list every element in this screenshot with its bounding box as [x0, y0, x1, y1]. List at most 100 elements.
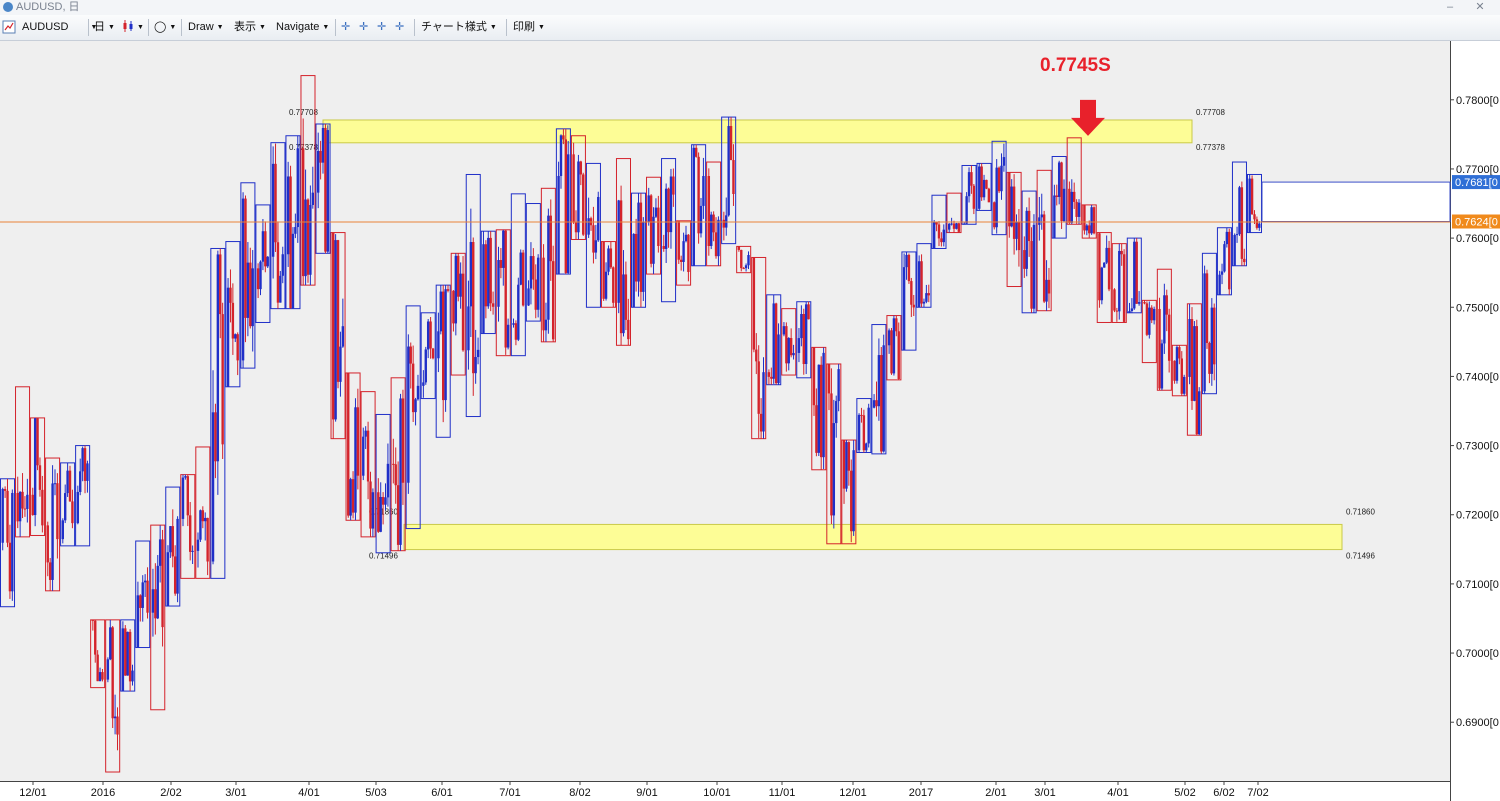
candle-body [429, 321, 432, 349]
minimize-button[interactable]: ‒ [1446, 1, 1454, 13]
candle-body [1182, 376, 1186, 394]
candle-body [439, 291, 442, 332]
zoom-in-icon[interactable]: ✛ [359, 21, 369, 33]
candle-body [652, 216, 655, 264]
candle-body [1015, 221, 1018, 239]
candle-body [1133, 241, 1136, 309]
crosshair-icon[interactable]: ✛ [341, 21, 351, 33]
weekly-range-box [525, 203, 541, 322]
candle-body [877, 355, 881, 407]
candle-body [955, 223, 958, 229]
candle-body [1248, 178, 1251, 233]
candle-body [519, 252, 522, 285]
candle-body [887, 330, 891, 346]
candle-body [81, 448, 84, 472]
close-button[interactable]: ✕ [1475, 1, 1485, 13]
candle-body [1107, 247, 1111, 290]
candle-body [487, 237, 490, 307]
candle-body [664, 188, 668, 249]
weekly-range-box [901, 251, 917, 351]
weekly-range-box [105, 619, 121, 773]
candle-body [379, 496, 382, 532]
navigate-menu[interactable]: Navigate ▼ [276, 21, 330, 33]
candle-body [457, 255, 460, 297]
weekly-range-box [360, 391, 376, 538]
chart-style-label: チャート様式 [421, 21, 487, 33]
candle-body [657, 207, 660, 246]
chart-settings-icon[interactable] [2, 15, 16, 40]
candle-body [845, 442, 848, 489]
weekly-range-box [1036, 169, 1052, 312]
weekly-range-box [1051, 155, 1067, 239]
candle-body [607, 248, 610, 272]
weekly-range-box [375, 413, 391, 554]
candle-body [364, 430, 367, 437]
candle-body [136, 595, 140, 648]
candle-body [1228, 231, 1231, 290]
print-menu[interactable]: 印刷 ▼ [513, 21, 545, 33]
fit-screen-icon[interactable]: ✛ [395, 21, 405, 33]
time-tick-label: 2017 [909, 787, 933, 799]
candle-body [1040, 214, 1043, 218]
candle-body [897, 331, 900, 380]
candle-body [261, 231, 265, 262]
timeframe-dropdown[interactable]: 日 ▼ [94, 21, 115, 33]
candle-body [407, 346, 410, 483]
zoom-out-icon[interactable]: ✛ [377, 21, 387, 33]
candle-body [572, 154, 575, 223]
candle-body [997, 167, 1001, 192]
candle-body [506, 324, 510, 348]
candle-body [371, 492, 375, 529]
candle-body [514, 323, 518, 340]
candle-body [827, 363, 831, 394]
candle-body [499, 260, 503, 268]
candle-body [679, 259, 683, 262]
weekly-range-box [570, 135, 586, 240]
candle-body [559, 135, 563, 176]
symbol-dropdown[interactable]: AUDUSD ▼ [22, 21, 98, 33]
candle-body [454, 255, 458, 324]
candle-body [1190, 319, 1194, 401]
candle-body [1152, 308, 1156, 321]
price-tick-label: 0.7500[0 [1456, 302, 1499, 314]
candle-body [234, 334, 237, 339]
candle-body [619, 200, 623, 334]
candle-body [189, 515, 192, 552]
chart-type-dropdown[interactable]: ▼ [122, 15, 144, 40]
candle-body [1130, 308, 1134, 311]
candle-body [1092, 207, 1096, 234]
weekly-range-box [345, 372, 361, 521]
candle-body [1255, 219, 1259, 228]
zone-top-label: 0.77708 [1196, 108, 1225, 117]
candle-body [158, 539, 162, 566]
ellipse-tool-dropdown[interactable]: ◯ ▼ [154, 21, 177, 33]
view-menu[interactable]: 表示 ▼ [234, 21, 266, 33]
candle-body [940, 238, 943, 243]
zone-support [403, 523, 1343, 551]
candle-body [124, 628, 127, 676]
candle-body [351, 479, 355, 513]
candle-body [1238, 187, 1241, 235]
candle-body [474, 357, 477, 374]
zone-top-label: 0.71860 [1346, 507, 1375, 516]
chart-style-menu[interactable]: チャート様式 ▼ [421, 21, 497, 33]
candle-body [176, 518, 179, 594]
candle-body [1175, 347, 1179, 381]
candle-body [476, 349, 480, 358]
candle-body [1223, 244, 1226, 272]
price-chart[interactable]: 0.77708 0.77378 0.77708 0.77378 0.71860 0.714… [0, 41, 1500, 801]
candle-body [6, 490, 9, 543]
candle-body [993, 202, 996, 228]
weekly-range-box [691, 144, 707, 267]
candle-body [542, 257, 545, 331]
candle-body [1047, 279, 1051, 294]
candle-body [1010, 186, 1013, 227]
time-tick-label: 5/03 [365, 787, 386, 799]
time-tick-label: 3/01 [225, 787, 246, 799]
candle-body [777, 334, 780, 384]
candle-body [517, 284, 520, 340]
draw-menu[interactable]: Draw ▼ [188, 21, 224, 33]
price-tick-label: 0.7400[0 [1456, 371, 1499, 383]
chart-toolbar: AUDUSD ▼ 日 ▼ ▼ ◯ ▼ Draw ▼ 表示 ▼ Navigate ▼ ✛ ✛ … [0, 15, 1500, 41]
candle-body [920, 261, 923, 304]
